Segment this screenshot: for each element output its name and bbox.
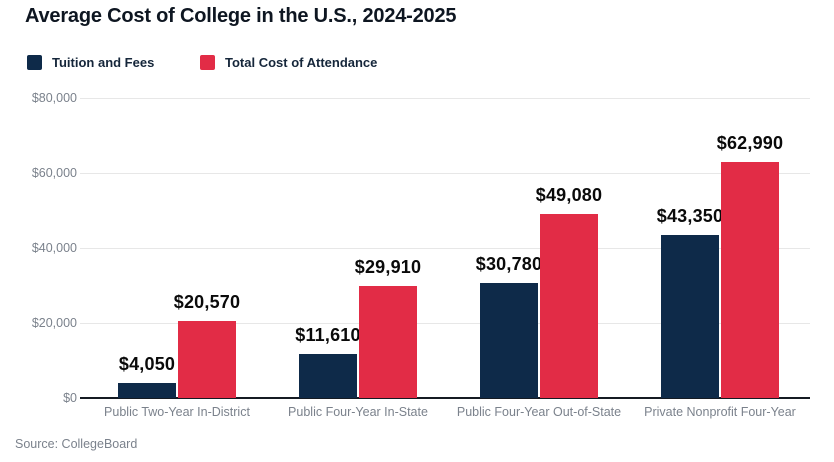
bar-value-label: $30,780 — [475, 254, 543, 274]
category-label: Public Four-Year In-State — [288, 405, 428, 419]
bar-tuition-3 — [661, 235, 719, 398]
bar-value-label: $49,080 — [535, 185, 603, 205]
category-label: Public Two-Year In-District — [104, 405, 250, 419]
legend-label-tuition-and-fees: Tuition and Fees — [52, 55, 155, 70]
category-label: Public Four-Year Out-of-State — [456, 405, 622, 419]
category-label: Private Nonprofit Four-Year — [644, 405, 796, 419]
source-note: Source: CollegeBoard — [15, 437, 138, 451]
y-axis-tick-label: $0 — [63, 391, 77, 405]
y-axis-tick-label: $20,000 — [31, 316, 77, 330]
y-axis-tick-label: $80,000 — [31, 91, 77, 105]
legend-item-tuition-and-fees: Tuition and Fees — [27, 55, 154, 70]
bar-tuition-1 — [299, 354, 357, 398]
bar-value-label: $11,610 — [295, 325, 361, 345]
bar-tuition-0 — [118, 383, 176, 398]
tuition-and-fees-swatch-icon — [27, 55, 42, 70]
gridline — [80, 173, 810, 174]
gridline — [80, 98, 810, 99]
gridline — [80, 323, 810, 324]
bar-value-label: $4,050 — [118, 354, 176, 374]
bar-value-label: $62,990 — [716, 133, 784, 153]
bar-total-1 — [359, 286, 417, 398]
bar-total-0 — [178, 321, 236, 398]
legend-label-total-cost: Total Cost of Attendance — [225, 55, 378, 70]
y-axis-tick-label: $40,000 — [31, 241, 77, 255]
bar-value-label: $43,350 — [656, 206, 724, 226]
bar-total-2 — [540, 214, 598, 398]
bar-value-label: $20,570 — [173, 292, 241, 312]
total-cost-swatch-icon — [200, 55, 215, 70]
y-axis-tick-label: $60,000 — [31, 166, 77, 180]
bar-value-label: $29,910 — [354, 257, 422, 277]
bar-total-3 — [721, 162, 779, 398]
x-axis-line — [80, 397, 810, 399]
bar-tuition-2 — [480, 283, 538, 398]
gridline — [80, 248, 810, 249]
chart-title: Average Cost of College in the U.S., 202… — [25, 5, 457, 27]
legend-item-total-cost: Total Cost of Attendance — [200, 55, 377, 70]
